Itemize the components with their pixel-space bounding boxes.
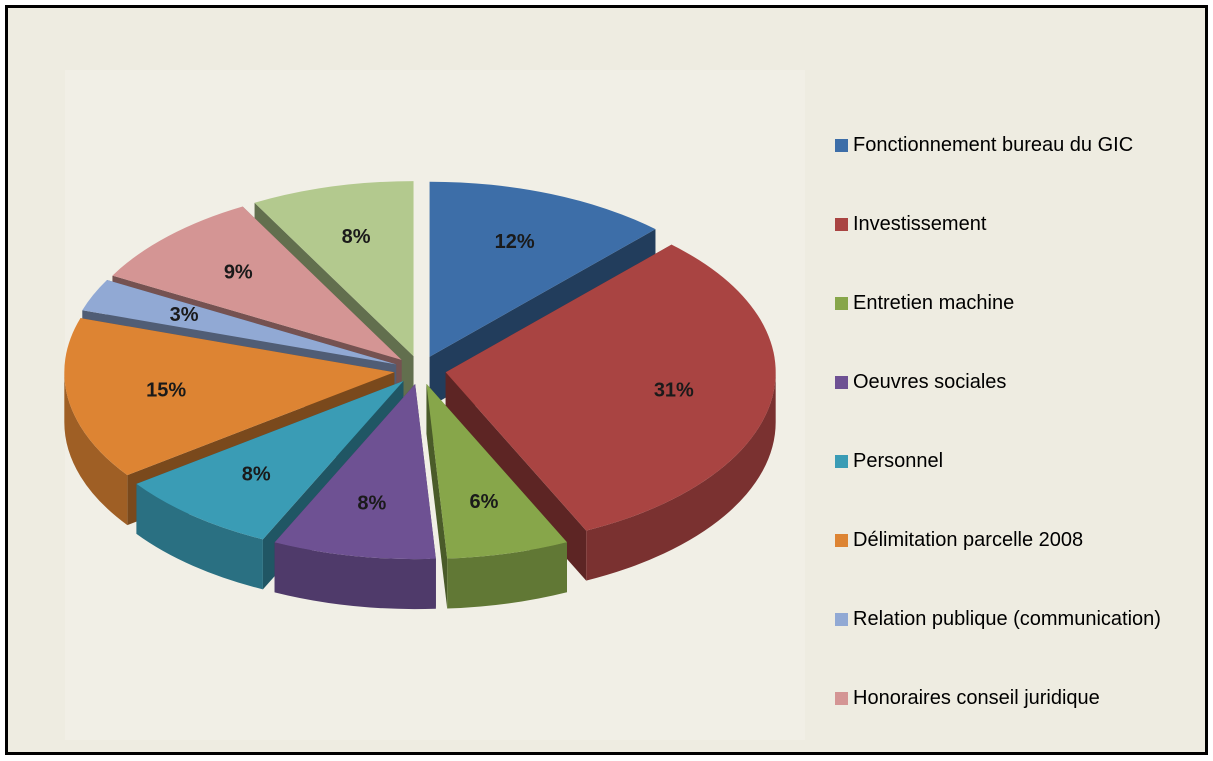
legend-label: Investissement <box>853 213 987 235</box>
slice-wall <box>64 372 128 526</box>
slice <box>136 381 404 540</box>
data-label: 9% <box>224 262 253 284</box>
legend-label: Honoraires conseil juridique <box>853 687 1100 709</box>
data-label: 8% <box>242 464 271 486</box>
legend-swatch <box>835 692 848 705</box>
legend-label: Fonctionnement bureau du GIC <box>853 134 1134 156</box>
slice <box>64 318 395 476</box>
legend-item: Honoraires conseil juridique <box>835 685 1165 711</box>
data-label: 8% <box>342 226 371 248</box>
legend-label: Entretien machine <box>853 292 1015 314</box>
legend-item: Personnel <box>835 448 1165 474</box>
slice-face <box>426 383 448 609</box>
legend-label: Délimitation parcelle 2008 <box>853 529 1084 551</box>
slice <box>82 280 397 365</box>
legend-label: Personnel <box>853 450 944 472</box>
slice-wall <box>136 483 263 590</box>
legend-label: Oeuvres sociales <box>853 371 1007 393</box>
legend-item: Oeuvres sociales <box>835 369 1165 395</box>
slice-wall <box>447 542 567 609</box>
slice <box>445 244 776 531</box>
data-label: 12% <box>495 231 535 253</box>
slice-wall <box>586 372 776 581</box>
legend-swatch <box>835 139 848 152</box>
slice <box>429 181 656 357</box>
legend-item: Délimitation parcelle 2008 <box>835 527 1165 553</box>
legend-item: Relation publique (communication) <box>835 606 1165 632</box>
slice <box>426 383 567 559</box>
data-label: 3% <box>170 304 199 326</box>
slice-tops: 12% 31% 6% 8% 8% 15% 3% 9% 8% <box>64 181 776 560</box>
legend-item: Investissement <box>835 211 1165 237</box>
legend-swatch <box>835 613 848 626</box>
slice <box>274 384 436 560</box>
data-label: 8% <box>357 493 386 515</box>
slice <box>254 181 414 357</box>
legend-swatch <box>835 297 848 310</box>
legend-swatch <box>835 218 848 231</box>
data-label: 31% <box>654 380 694 402</box>
slice-wall <box>274 542 436 610</box>
legend-swatch <box>835 534 848 547</box>
legend-item: Fonctionnement bureau du GIC <box>835 132 1165 158</box>
data-label: 15% <box>146 380 186 402</box>
data-label: 6% <box>469 491 498 513</box>
legend-swatch <box>835 455 848 468</box>
legend-label: Relation publique (communication) <box>853 608 1161 630</box>
legend-item: Entretien machine <box>835 290 1165 316</box>
slice <box>112 206 402 360</box>
legend-swatch <box>835 376 848 389</box>
